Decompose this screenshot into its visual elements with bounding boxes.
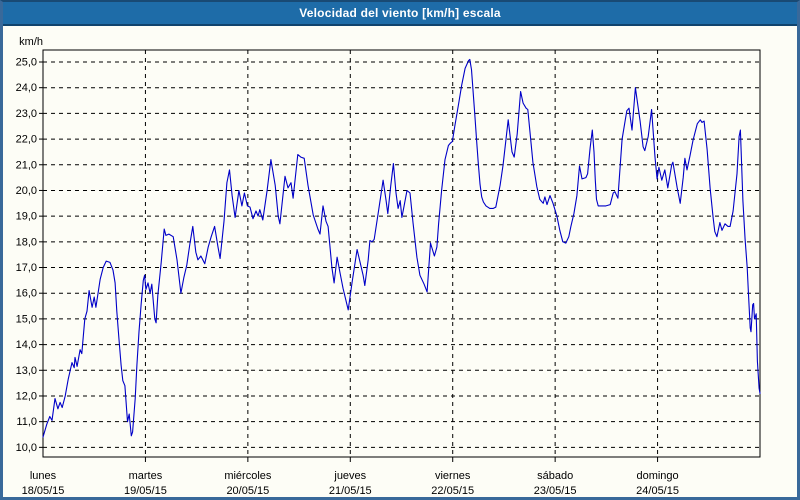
y-tick-label: 18,0 xyxy=(16,236,37,248)
x-axis-date-label: 20/05/15 xyxy=(226,485,269,497)
x-axis-day-label: lunes xyxy=(30,470,57,482)
y-tick-label: 25,0 xyxy=(16,57,37,69)
y-tick-label: 13,0 xyxy=(16,365,37,377)
y-tick-label: 19,0 xyxy=(16,211,37,223)
y-tick-label: 17,0 xyxy=(16,262,37,274)
y-tick-label: 10,0 xyxy=(16,442,37,454)
y-tick-label: 11,0 xyxy=(16,416,37,428)
x-axis-date-label: 18/05/15 xyxy=(22,485,65,497)
y-tick-label: 21,0 xyxy=(16,159,37,171)
y-axis-unit-label: km/h xyxy=(19,36,43,48)
x-axis-day-label: viernes xyxy=(435,470,471,482)
x-axis-day-label: miércoles xyxy=(224,470,272,482)
x-axis-day-label: jueves xyxy=(333,470,366,482)
x-axis-day-label: domingo xyxy=(636,470,678,482)
y-tick-label: 24,0 xyxy=(16,82,37,94)
y-tick-label: 16,0 xyxy=(16,288,37,300)
y-tick-label: 15,0 xyxy=(16,313,37,325)
wind-speed-chart: 25,0 24,0 23,0 22,0 21,0 20,0 19,0 18,0 17,0 16,0… xyxy=(16,36,761,497)
x-axis-date-label: 23/05/15 xyxy=(534,485,577,497)
y-tick-label: 20,0 xyxy=(16,185,37,197)
chart-area: 25,0 24,0 23,0 22,0 21,0 20,0 19,0 18,0 17,0 16,0… xyxy=(3,26,797,497)
y-tick-label: 14,0 xyxy=(16,339,37,351)
y-tick-label: 23,0 xyxy=(16,108,37,120)
wind-speed-line xyxy=(42,58,761,438)
x-axis-date-label: 21/05/15 xyxy=(329,485,372,497)
y-tick-label: 22,0 xyxy=(16,134,37,146)
x-axis-day-label: sábado xyxy=(537,470,573,482)
title-bar: Velocidad del viento [km/h] escala xyxy=(3,2,797,26)
window-title: Velocidad del viento [km/h] escala xyxy=(299,6,501,20)
x-axis-date-label: 19/05/15 xyxy=(124,485,167,497)
x-axis-date-label: 22/05/15 xyxy=(431,485,474,497)
x-axis-date-label: 24/05/15 xyxy=(636,485,679,497)
x-axis-day-label: martes xyxy=(129,470,163,482)
y-tick-label: 12,0 xyxy=(16,390,37,402)
